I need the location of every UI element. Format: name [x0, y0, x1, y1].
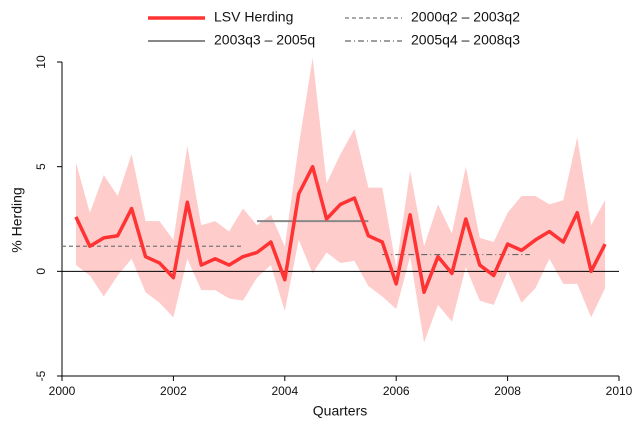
y-axis-label: % Herding: [9, 187, 25, 252]
y-tick-label: 5: [34, 163, 48, 170]
legend-label: 2003q3 – 2005q: [214, 32, 315, 48]
confidence-band: [75, 57, 606, 343]
x-tick-label: 2006: [383, 384, 410, 398]
x-tick-label: 2000: [49, 384, 76, 398]
x-tick-label: 2008: [494, 384, 521, 398]
series-line: [74, 164, 607, 295]
x-tick-label: 2010: [606, 384, 632, 398]
y-tick-label: -5: [34, 370, 48, 381]
legend-label: 2000q2 – 2003q2: [411, 9, 520, 25]
x-tick-label: 2002: [160, 384, 187, 398]
legend-label: 2005q4 – 2008q3: [411, 32, 520, 48]
x-tick-label: 2004: [271, 384, 298, 398]
legend-label: LSV Herding: [214, 9, 293, 25]
y-tick-label: 0: [34, 268, 48, 275]
x-axis-label: Quarters: [313, 403, 367, 419]
y-tick-label: 10: [34, 55, 48, 69]
